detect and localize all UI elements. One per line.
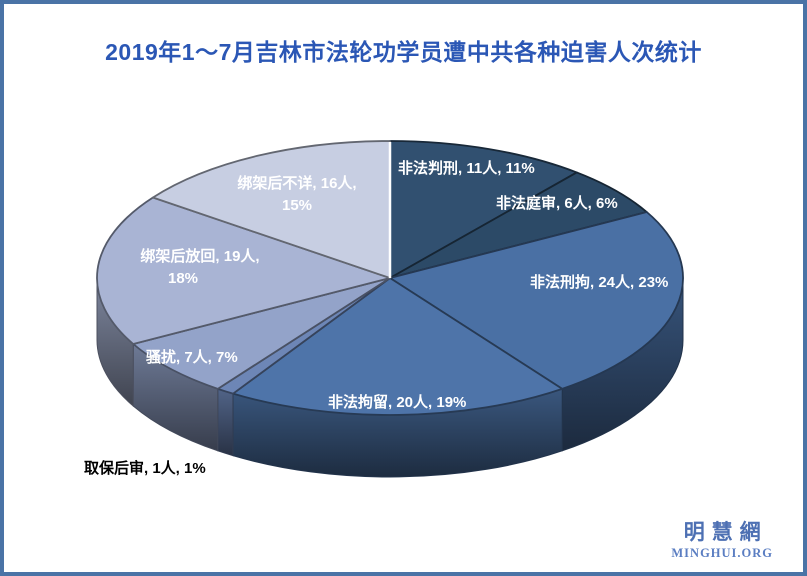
chart-title: 2019年1～7月吉林市法轮功学员遭中共各种迫害人次统计 — [105, 39, 702, 65]
pie-slice-骚扰 — [132, 277, 391, 390]
pie-slice-label-非法判刑: 非法判刑, 11人, 11% — [398, 159, 535, 177]
pie-slice-label-取保后审: 取保后审, 1人, 1% — [84, 459, 206, 477]
pie-slice-label-骚扰: 骚扰, 7人, 7% — [146, 348, 238, 366]
pie-slice-side-取保后审 — [217, 388, 234, 457]
pie-slice-非法刑拘 — [389, 211, 684, 390]
pie-slice-label-绑架后不详: 15% — [282, 197, 312, 214]
pie-slice-绑架后不详 — [152, 140, 391, 279]
minghui-logo: 明慧網 MINGHUI.ORG — [671, 521, 773, 560]
minghui-logo-latin: MINGHUI.ORG — [671, 545, 773, 560]
pie-slice-非法判刑 — [389, 140, 578, 279]
pie-slice-label-非法拘留: 非法拘留, 20人, 19% — [328, 393, 466, 411]
pie-slice-label-绑架后放回: 18% — [168, 270, 198, 287]
pie-slice-label-绑架后不详: 绑架后不详, 16人, — [237, 174, 356, 192]
pie-slice-非法拘留 — [232, 277, 564, 416]
pie-slice-绑架后放回 — [96, 196, 391, 345]
pie-slice-label-非法刑拘: 非法刑拘, 24人, 23% — [530, 273, 668, 291]
minghui-logo-chinese: 明慧網 — [683, 521, 768, 545]
pie-slice-label-非法庭审: 非法庭审, 6人, 6% — [496, 194, 618, 212]
pie-slice-label-绑架后放回: 绑架后放回, 19人, — [140, 247, 259, 265]
